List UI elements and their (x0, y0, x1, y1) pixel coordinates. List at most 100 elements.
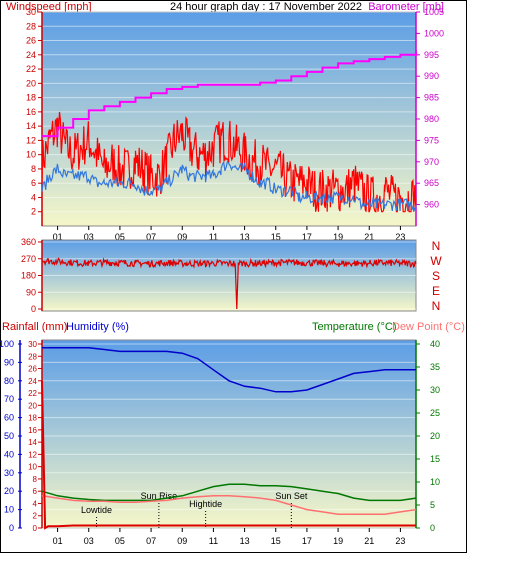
wind-tick-label: 14 (26, 121, 36, 131)
wind-panel (41, 11, 417, 227)
wind-tick-label: 24 (26, 50, 36, 60)
wind-tick-label: 12 (26, 135, 36, 145)
temperature-tick-label: 5 (430, 500, 435, 510)
hour-tick-label: 09 (177, 232, 187, 242)
wind-tick-label: 18 (26, 93, 36, 103)
temperature-tick-label: 25 (430, 408, 440, 418)
humidity-tick-label: 60 (4, 413, 14, 423)
temperature-tick-label: 20 (430, 431, 440, 441)
direction-tick-label: 90 (26, 287, 36, 297)
rainfall-tick-label: 8 (33, 475, 38, 484)
hour-tick-label: 19 (333, 536, 343, 546)
barometer-tick-label: 1000 (424, 28, 444, 38)
direction-grid (42, 241, 416, 310)
hour-tick-label: 11 (209, 232, 218, 242)
dewpoint-axis-title: Dew Point (°C) (392, 321, 465, 333)
rainfall-tick-label: 10 (28, 463, 37, 472)
wind-tick-label: 30 (26, 7, 36, 17)
humidity-tick-label: 90 (4, 357, 14, 367)
hour-tick-label: 17 (302, 232, 312, 242)
wind-direction-line (41, 257, 417, 310)
wind-tick-label: 16 (26, 107, 36, 117)
average-wind-line (41, 160, 417, 212)
annotation-label: Sun Rise (141, 491, 178, 501)
barometer-tick-label: 965 (424, 178, 439, 188)
hour-tick-label: 11 (209, 536, 218, 546)
wind-tick-label: 26 (26, 36, 36, 46)
barometer-tick-label: 980 (424, 114, 439, 124)
wind-tick-label: 4 (31, 192, 36, 202)
rainfall-tick-label: 30 (28, 340, 37, 349)
barometer-tick-label: 995 (424, 50, 439, 60)
barometer-tick-label: 975 (424, 135, 439, 145)
wind-x-axis: 01 03 05 07 09 11 13 15 17 19 21 23 (53, 226, 405, 242)
barometer-tick-label: 970 (424, 157, 439, 167)
temperature-tick-label: 35 (430, 362, 440, 372)
hour-tick-label: 17 (302, 536, 312, 546)
compass-label: S (432, 269, 440, 283)
graph-title: 24 hour graph day : 17 November 2022 (170, 1, 362, 13)
temperature-axis-title: Temperature (°C) (312, 321, 396, 333)
humidity-tick-label: 10 (4, 505, 14, 515)
wind-tick-label: 10 (26, 150, 36, 160)
compass-label: W (430, 254, 442, 268)
humidity-tick-label: 0 (9, 523, 14, 533)
rainfall-tick-label: 26 (28, 365, 37, 374)
barometer-tick-label: 985 (424, 93, 439, 103)
humidity-tick-label: 20 (4, 486, 14, 496)
rainfall-tick-label: 28 (28, 352, 37, 361)
humidity-line (42, 346, 416, 393)
wind-tick-label: 22 (26, 64, 36, 74)
hour-tick-label: 07 (146, 536, 156, 546)
barometer-tick-label: 990 (424, 71, 439, 81)
hour-tick-label: 13 (240, 536, 250, 546)
temperature-tick-label: 10 (430, 477, 440, 487)
direction-tick-label: 0 (31, 304, 36, 314)
annotation-label: Lowtide (81, 505, 112, 515)
rainfall-tick-label: 0 (33, 524, 38, 533)
direction-axis: 360 270 180 90 0 (21, 237, 43, 314)
dewpoint-line (41, 495, 417, 515)
barometer-axis-title: Barometer [mb] (368, 1, 444, 13)
wind-tick-label: 20 (26, 78, 36, 88)
rainfall-tick-label: 16 (28, 426, 37, 435)
rainfall-tick-label: 20 (28, 401, 37, 410)
gust-line (41, 111, 417, 213)
hour-tick-label: 21 (364, 232, 374, 242)
hour-tick-label: 03 (84, 536, 94, 546)
rainfall-tick-label: 14 (28, 438, 37, 447)
annotation-label: Sun Set (275, 491, 308, 501)
rainfall-line (41, 380, 416, 530)
wind-tick-label: 8 (31, 164, 36, 174)
hour-tick-label: 09 (177, 536, 187, 546)
wind-tick-label: 2 (31, 207, 36, 217)
hour-tick-label: 01 (53, 536, 63, 546)
direction-tick-label: 270 (21, 254, 36, 264)
rainfall-tick-label: 22 (28, 389, 37, 398)
temperature-tick-label: 0 (430, 523, 435, 533)
barometer-line (42, 50, 417, 138)
hour-tick-label: 13 (240, 232, 250, 242)
rainfall-axis-title: Rainfall (mm) (2, 321, 67, 333)
temp-x-axis: 01 03 05 07 09 11 13 15 17 19 21 23 (53, 528, 405, 546)
humidity-axis: 0 10 20 30 40 50 60 70 80 90 100 (0, 339, 22, 533)
temperature-tick-label: 30 (430, 385, 440, 395)
compass-label: E (432, 284, 440, 298)
hour-tick-label: 15 (271, 232, 281, 242)
hour-tick-label: 15 (271, 536, 281, 546)
humidity-axis-title: Humidity (%) (66, 321, 129, 333)
barometer-axis: 960 965 970 975 980 985 990 995 1000 1005 (415, 7, 444, 226)
wind-tick-label: 28 (26, 21, 36, 31)
direction-tick-label: 360 (21, 237, 36, 247)
rainfall-tick-label: 24 (28, 377, 37, 386)
hour-tick-label: 05 (115, 536, 125, 546)
hour-tick-label: 23 (395, 536, 405, 546)
direction-tick-label: 180 (21, 271, 36, 281)
rainfall-tick-label: 18 (28, 414, 37, 423)
rainfall-tick-label: 2 (33, 512, 38, 521)
humidity-tick-label: 100 (0, 339, 14, 349)
